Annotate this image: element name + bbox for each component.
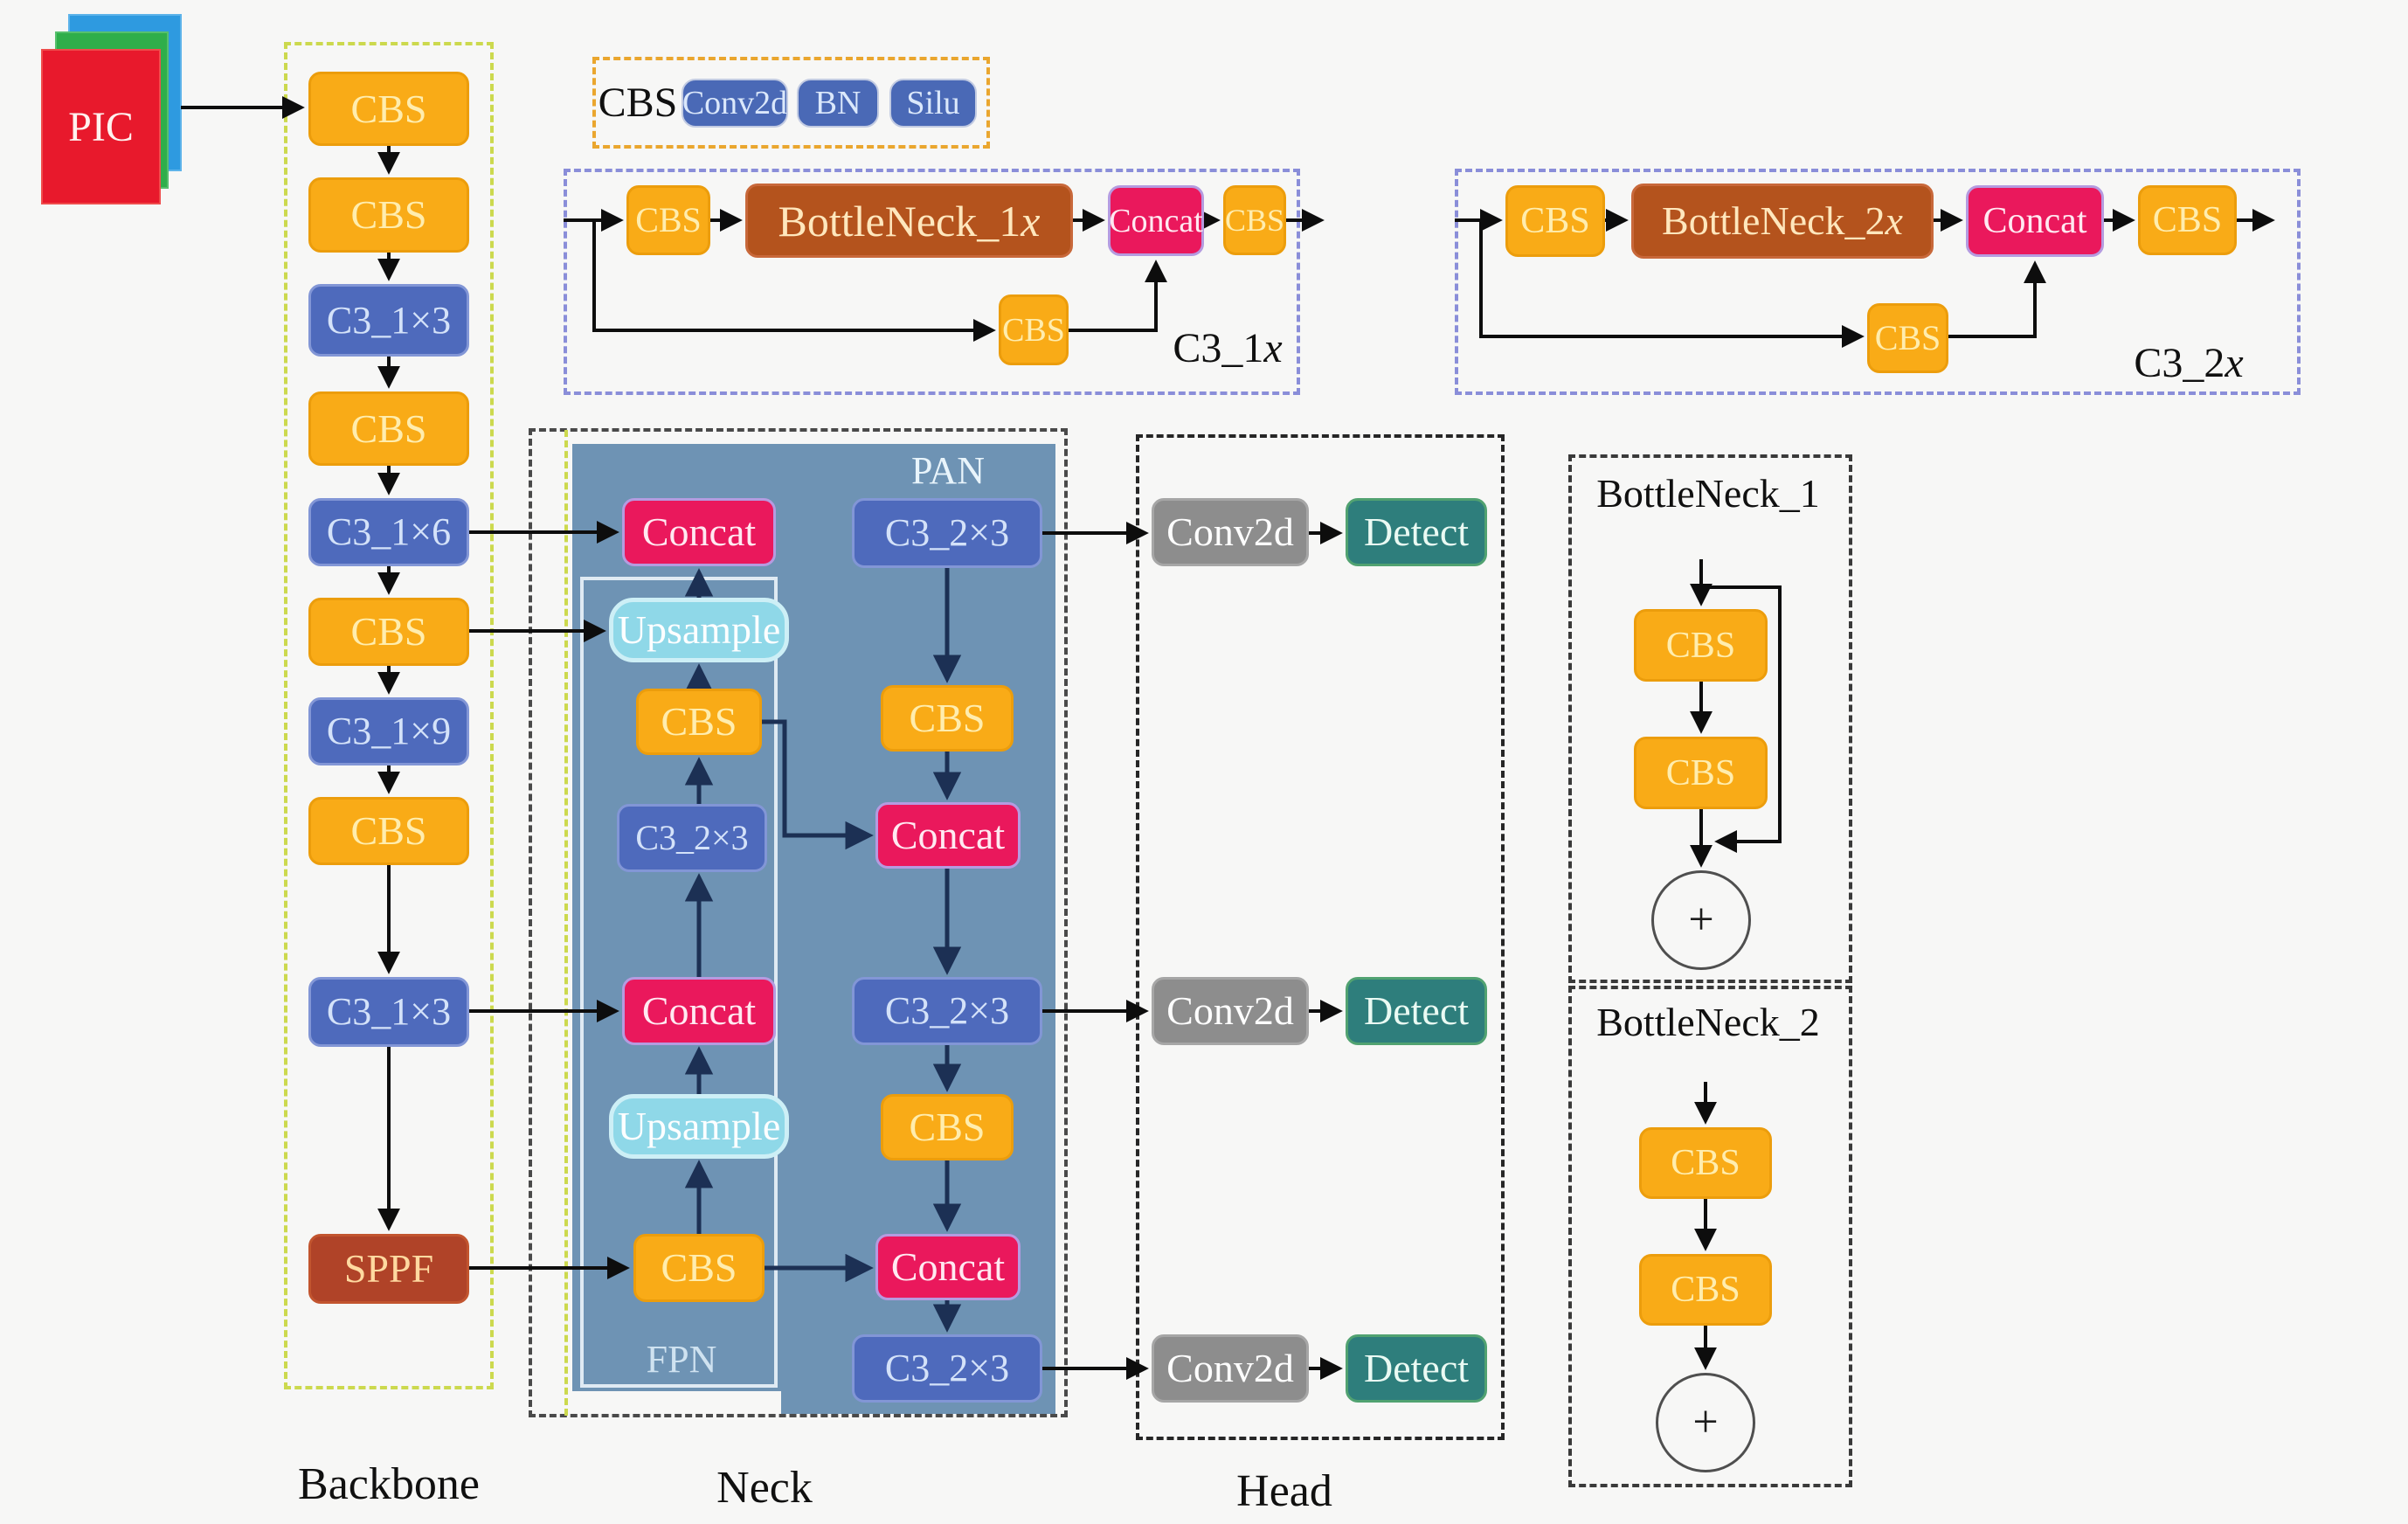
bottleneck2-add: + [1656,1373,1755,1472]
backbone-cbs-4: CBS [308,598,469,666]
bottleneck2-cbs-1: CBS [1639,1127,1772,1199]
fpn-inner-border [580,577,778,1388]
legend-title: CBS [598,79,678,126]
backbone-sppf: SPPF [308,1234,469,1304]
head-detect-3: Detect [1346,1334,1487,1403]
backbone-c3-1x3-a: C3_1×3 [308,284,469,357]
legend-chip-silu: Silu [889,79,977,128]
fpn-cbs-top: CBS [636,689,762,755]
c3-1x-title: C3_1 x [1162,322,1293,374]
pic-label: PIC [68,103,134,150]
neck-left-accent-line [564,430,568,1416]
c3-2x-cbs-bypass: CBS [1867,303,1948,373]
neck-section-label: Neck [716,1462,813,1513]
c3-2x-cbs-out: CBS [2138,185,2237,255]
bottleneck2-cbs-2: CBS [1639,1254,1772,1326]
fpn-concat-top: Concat [622,498,776,566]
bottleneck2-box [1568,986,1852,1487]
bottleneck-2x-label: BottleNeck_2 [1662,198,1886,243]
fpn-upsample-top: Upsample [609,598,789,662]
pan-concat-mid: Concat [875,802,1021,869]
pan-c3-2x3-mid: C3_2×3 [852,977,1042,1045]
c3-1x-cbs-in: CBS [626,185,710,255]
c3-1x-block-box [564,169,1300,395]
pic-card-red: PIC [41,49,161,204]
head-section-label: Head [1236,1465,1332,1516]
backbone-region-box [284,42,494,1389]
c3-2x-block-box [1455,169,2301,395]
pan-concat-bottom: Concat [875,1234,1021,1300]
c3-1x-cbs-out: CBS [1223,185,1286,255]
head-conv2d-2: Conv2d [1152,977,1309,1045]
c3-1x-title-text: C3_1 [1173,324,1264,371]
backbone-cbs-3: CBS [308,391,469,466]
bottleneck1-box [1568,454,1852,983]
bottleneck1-add: + [1651,870,1751,970]
neck-connectors [684,568,962,1333]
c3-2x-bottleneck: BottleNeck_2 x [1631,184,1934,259]
fpn-c3-2x3: C3_2×3 [617,804,767,872]
head-region-box [1136,434,1505,1440]
c3-1x-cbs-bypass: CBS [999,294,1069,365]
legend-chip-bn: BN [797,79,879,128]
fpn-concat-mid: Concat [622,977,776,1045]
bottleneck-1x-label: BottleNeck_1 [778,196,1021,246]
legend-chip-conv2d: Conv2d [682,79,788,128]
bottleneck-2x-italic: x [1885,198,1903,243]
pan-cbs-bottom: CBS [881,1094,1014,1160]
c3-1x-bottleneck: BottleNeck_1 x [745,184,1073,258]
c3-2x-title-italic: x [2225,339,2244,386]
fpn-label: FPN [646,1337,717,1381]
legend-box [592,57,990,149]
backbone-cbs-1: CBS [308,72,469,146]
c3-1x-title-italic: x [1263,324,1283,371]
bottleneck-1x-italic: x [1021,196,1041,246]
c3-1x-concat: Concat [1108,185,1204,256]
backbone-cbs-5: CBS [308,797,469,865]
bottleneck2-title: BottleNeck_2 [1596,999,1820,1044]
backbone-cbs-2: CBS [308,177,469,253]
fpn-cbs-bottom: CBS [633,1234,765,1302]
backbone-c3-1x9: C3_1×9 [308,697,469,765]
black-connectors [181,96,2275,1380]
bottleneck1-cbs-2: CBS [1634,737,1768,809]
bottleneck1-cbs-1: CBS [1634,609,1768,682]
pan-c3-2x3-top: C3_2×3 [852,498,1042,568]
neck-region-box [529,428,1068,1417]
backbone-section-label: Backbone [298,1458,480,1509]
pan-cbs-top: CBS [881,685,1014,752]
c3-2x-title: C3_2 x [2114,336,2263,389]
head-detect-2: Detect [1346,977,1487,1045]
bottleneck1-title: BottleNeck_1 [1596,470,1820,516]
pan-label: PAN [911,448,985,492]
fpn-upsample-bottom: Upsample [609,1094,789,1159]
backbone-c3-1x6: C3_1×6 [308,498,469,566]
c3-2x-title-text: C3_2 [2134,339,2225,386]
pan-c3-2x3-bottom: C3_2×3 [852,1334,1042,1403]
c3-2x-concat: Concat [1966,185,2104,257]
head-detect-1: Detect [1346,498,1487,566]
backbone-c3-1x3-b: C3_1×3 [308,977,469,1047]
c3-2x-cbs-in: CBS [1505,185,1605,257]
head-conv2d-3: Conv2d [1152,1334,1309,1403]
head-conv2d-1: Conv2d [1152,498,1309,566]
